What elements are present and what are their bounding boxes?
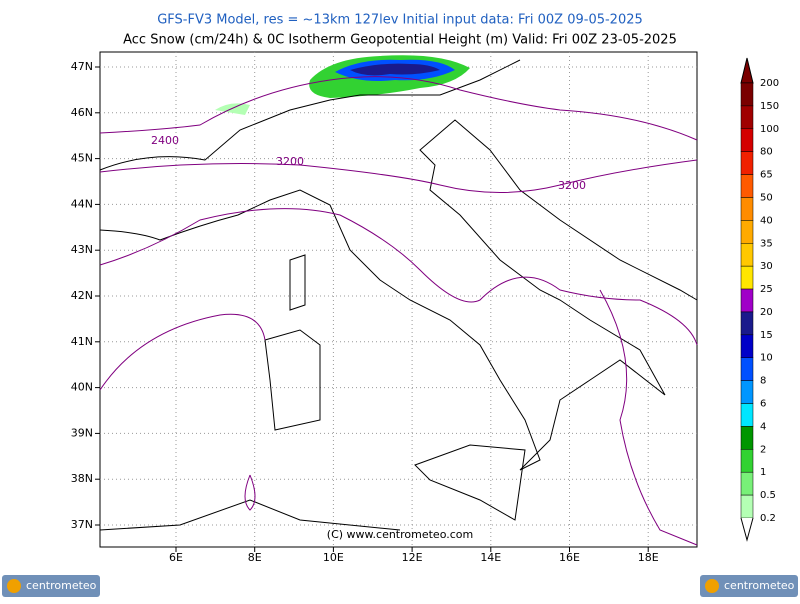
lon-label: 10E [323,551,344,564]
colorbar-cell [740,265,754,290]
isotherm [244,474,256,511]
colorbar-cell [740,403,754,427]
colorbar-label: 200 [760,78,779,89]
colorbar-label: 65 [760,170,773,181]
colorbar-cell [740,128,754,152]
contour-label: 3200 [558,179,586,192]
colorbar-label: 100 [760,124,779,135]
isotherm [99,159,698,193]
border [99,59,521,171]
colorbar-cell [740,357,754,381]
colorbar-label: 80 [760,147,773,158]
colorbar-label: 2 [760,444,766,455]
colorbar-cell [740,220,754,244]
coastline [99,499,401,531]
colorbar-label: 0.2 [760,513,776,524]
isotherm [99,208,698,346]
lat-label: 42N [71,289,93,302]
title-line-1: GFS-FV3 Model, res = ~13km 127lev Initia… [157,13,643,28]
lon-label: 8E [248,551,262,564]
colorbar-label: 20 [760,307,773,318]
lon-label: 14E [480,551,501,564]
colorbar-cell [740,471,754,496]
colorbar-tail [740,517,754,542]
colorbar-cell [740,105,754,130]
logo-text: centrometeo [26,579,97,592]
lon-label: 18E [638,551,659,564]
colorbar-label: 35 [760,238,773,249]
snow-area [350,63,440,76]
lat-label: 37N [71,518,93,531]
colorbar-cell [740,151,754,175]
colorbar-cell [740,82,754,107]
logo-icon [705,579,719,593]
colorbar-label: 150 [760,101,779,112]
isotherm [99,76,698,141]
isotherm [99,313,266,391]
logo-icon [7,579,21,593]
lon-label: 12E [402,551,423,564]
colorbar-cell [740,426,754,450]
lat-label: 43N [71,243,93,256]
lat-label: 44N [71,197,93,210]
colorbar-label: 10 [760,353,773,364]
colorbar-label: 15 [760,330,773,341]
copyright: (C) www.centrometeo.com [327,528,473,541]
colorbar-cell [740,243,754,267]
colorbar-cell [740,380,754,404]
map: 2400 3200 3200 (C) www.centrometeo.com [95,51,698,552]
colorbar-label: 40 [760,215,773,226]
colorbar-label: 30 [760,261,773,272]
colorbar-cell [740,288,754,313]
logo-text: centrometeo [724,579,795,592]
lon-label: 16E [559,551,580,564]
logo-box [2,575,100,597]
colorbar-label: 25 [760,284,773,295]
colorbar-label: 6 [760,399,766,410]
colorbar-label: 50 [760,192,773,203]
sardinia [264,329,321,431]
lat-label: 39N [71,426,93,439]
lat-label: 46N [71,106,93,119]
graticule [95,52,697,552]
lat-label: 45N [71,152,93,165]
colorbar-label: 1 [760,467,766,478]
title-line-2: Acc Snow (cm/24h) & 0C Isotherm Geopoten… [123,33,677,48]
colorbar-cell [740,174,754,198]
contour-label: 2400 [151,134,179,147]
lat-label: 38N [71,472,93,485]
sicily [414,444,526,521]
lat-label: 41N [71,335,93,348]
colorbar-cell [740,494,754,519]
corsica [289,254,306,311]
colorbar-cell [740,334,754,358]
logo-left: centrometeo [2,575,100,597]
contour-label: 3200 [276,155,304,168]
coastline [99,119,698,471]
colorbar-label: 0.5 [760,490,776,501]
lat-label: 47N [71,60,93,73]
colorbar-label: 4 [760,421,766,432]
colorbar-cell [740,197,754,221]
colorbar-label: 8 [760,376,766,387]
colorbar-cell [740,311,754,336]
map-frame [99,51,698,548]
colorbar-cell [740,449,754,473]
logo-right: centrometeo [700,575,798,597]
colorbar: 200 150 100 80 65 50 40 35 30 25 20 15 10 8 6 4 2 1 0.5 0.2 [740,57,779,542]
logo-box [700,575,798,597]
colorbar-arrow [740,57,754,84]
lat-label: 40N [71,381,93,394]
snow-area [215,103,250,115]
isotherm [599,289,698,546]
lon-label: 6E [169,551,183,564]
